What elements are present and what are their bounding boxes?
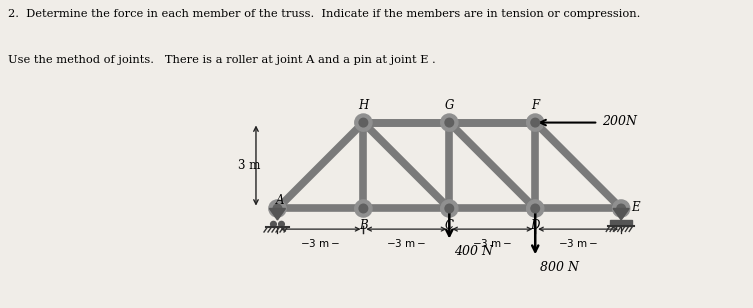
Circle shape bbox=[279, 221, 285, 227]
Circle shape bbox=[617, 204, 626, 213]
Text: $-3\ \rm{m}-$: $-3\ \rm{m}-$ bbox=[300, 237, 340, 249]
Polygon shape bbox=[270, 209, 285, 220]
Text: Use the method of joints.   There is a roller at joint A and a pin at joint E .: Use the method of joints. There is a rol… bbox=[8, 55, 435, 65]
Polygon shape bbox=[610, 220, 632, 226]
Circle shape bbox=[355, 200, 372, 217]
Text: 2.  Determine the force in each member of the truss.  Indicate if the members ar: 2. Determine the force in each member of… bbox=[8, 9, 640, 19]
Text: H: H bbox=[358, 99, 368, 112]
Text: $-3\ \rm{m}-$: $-3\ \rm{m}-$ bbox=[558, 237, 599, 249]
Circle shape bbox=[359, 118, 367, 127]
Text: B: B bbox=[359, 219, 367, 232]
Circle shape bbox=[269, 200, 286, 217]
Text: D: D bbox=[531, 219, 540, 232]
Circle shape bbox=[526, 200, 544, 217]
Circle shape bbox=[359, 204, 367, 213]
Text: F: F bbox=[531, 99, 539, 112]
Text: C: C bbox=[445, 219, 454, 232]
Circle shape bbox=[612, 200, 630, 217]
Text: $-3\ \rm{m}-$: $-3\ \rm{m}-$ bbox=[386, 237, 426, 249]
Circle shape bbox=[273, 204, 282, 213]
Polygon shape bbox=[613, 209, 630, 220]
Text: 400 N: 400 N bbox=[453, 245, 492, 258]
Circle shape bbox=[526, 114, 544, 131]
Circle shape bbox=[355, 114, 372, 131]
Text: $-3\ \rm{m}-$: $-3\ \rm{m}-$ bbox=[472, 237, 513, 249]
Text: 200N: 200N bbox=[602, 115, 638, 128]
Circle shape bbox=[441, 114, 458, 131]
Text: 800 N: 800 N bbox=[540, 261, 578, 274]
Circle shape bbox=[441, 200, 458, 217]
Text: 3 m: 3 m bbox=[238, 159, 260, 172]
Circle shape bbox=[531, 118, 540, 127]
Circle shape bbox=[445, 118, 453, 127]
Circle shape bbox=[531, 204, 540, 213]
Circle shape bbox=[445, 204, 453, 213]
Text: G: G bbox=[444, 99, 454, 112]
Circle shape bbox=[270, 221, 276, 227]
Text: E: E bbox=[631, 201, 640, 213]
Text: A: A bbox=[276, 194, 285, 207]
